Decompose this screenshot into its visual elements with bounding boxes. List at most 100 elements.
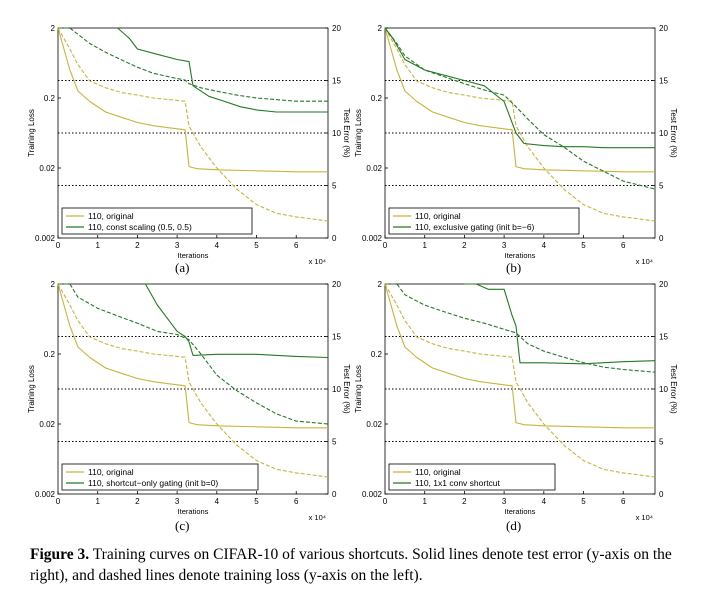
x-multiplier-label: x 10⁴ <box>309 257 326 266</box>
training-loss-line <box>57 27 329 222</box>
y-left-tick-label: 0.002 <box>362 234 383 243</box>
legend-label: 110, shortcut−only gating (init b=0) <box>88 478 218 488</box>
y-right-tick-label: 0 <box>332 490 337 499</box>
legend-label: 110, original <box>415 467 461 477</box>
y-left-tick-label: 0.02 <box>39 164 55 173</box>
test-error-line <box>464 283 656 365</box>
y-right-tick-label: 15 <box>332 333 341 342</box>
y-left-tick-label: 0.2 <box>371 94 383 103</box>
y-right-tick-label: 15 <box>332 77 341 86</box>
chart-b: 0 1 2 3 4 5 620.20.020.002 05101520Iterationsx … <box>354 24 678 266</box>
x-tick-label: 2 <box>135 497 140 506</box>
x-tick-label: 3 <box>502 241 507 250</box>
y-right-tick-label: 20 <box>659 24 668 33</box>
y-left-tick-label: 2 <box>51 24 56 33</box>
x-multiplier-label: x 10⁴ <box>636 513 653 522</box>
legend-label: 110, const scaling (0.5, 0.5) <box>88 222 192 232</box>
test-error-line <box>384 27 655 173</box>
y-left-tick-label: 0.2 <box>371 350 383 359</box>
y-right-tick-label: 5 <box>659 182 664 191</box>
x-tick-label: 2 <box>462 497 467 506</box>
test-error-line <box>144 283 329 359</box>
y-right-tick-label: 5 <box>332 182 337 191</box>
y-right-tick-label: 5 <box>659 438 664 447</box>
x-tick-label: 0 <box>56 241 61 250</box>
y-right-axis-label: Test Error (%) <box>669 364 678 414</box>
y-right-tick-label: 0 <box>659 490 664 499</box>
training-loss-line <box>384 27 656 222</box>
legend-label: 110, original <box>88 467 134 477</box>
y-left-axis-label: Training Loss <box>354 365 363 413</box>
y-right-tick-label: 5 <box>332 438 337 447</box>
y-left-axis-label: Training Loss <box>354 109 363 157</box>
panel-label: (c) <box>175 518 190 533</box>
legend-label: 110, original <box>88 211 134 221</box>
y-left-tick-label: 0.02 <box>366 164 382 173</box>
x-tick-label: 4 <box>542 497 547 506</box>
legend-label: 110, original <box>415 211 461 221</box>
y-right-tick-label: 0 <box>332 234 337 243</box>
x-tick-label: 0 <box>383 497 388 506</box>
x-tick-label: 1 <box>95 497 100 506</box>
legend-label: 110, 1x1 conv shortcut <box>415 478 501 488</box>
panel-label: (a) <box>175 260 190 275</box>
chart-panel-c: 0 1 2 3 4 5 6 2 0.2 0.02 0.002 0 5 10 15 20 Iterations x … <box>22 270 352 533</box>
training-loss-line <box>384 283 656 478</box>
y-left-tick-label: 2 <box>378 280 383 289</box>
x-tick-label: 3 <box>175 497 180 506</box>
x-tick-label: 5 <box>581 241 586 250</box>
test-error-line <box>384 27 655 149</box>
panel-label: (b) <box>506 260 522 275</box>
figure-caption: Figure 3. Training curves on CIFAR-10 of… <box>30 544 700 586</box>
x-tick-label: 5 <box>254 497 259 506</box>
y-left-tick-label: 0.02 <box>366 420 382 429</box>
x-tick-label: 4 <box>215 497 220 506</box>
y-left-tick-label: 0.002 <box>35 234 56 243</box>
x-tick-label: 5 <box>581 497 586 506</box>
x-tick-label: 4 <box>215 241 220 250</box>
test-error-line <box>57 283 328 429</box>
y-right-axis-label: Test Error (%) <box>342 364 351 414</box>
x-axis-label: Iterations <box>178 507 209 516</box>
chart-panel-d: 0 1 2 3 4 5 6 2 0.2 0.02 0.002 0 5 10 15 20 Iterations x … <box>349 270 679 533</box>
x-axis-label: Iterations <box>505 507 536 516</box>
caption-text: Training curves on CIFAR-10 of various s… <box>30 546 672 584</box>
x-tick-label: 0 <box>56 497 61 506</box>
chart-panel-b: 0 1 2 3 4 5 6 2 0.2 0.02 0.002 0 5 10 15 20 Iterations x … <box>349 14 679 276</box>
legend-label: 110, exclusive gating (init b=−6) <box>415 222 535 232</box>
x-axis-label: Iterations <box>178 251 209 260</box>
y-left-axis-label: Training Loss <box>27 109 36 157</box>
x-tick-label: 0 <box>383 241 388 250</box>
test-error-line <box>117 27 328 113</box>
x-tick-label: 6 <box>294 241 299 250</box>
y-left-tick-label: 0.002 <box>362 490 383 499</box>
training-loss-line <box>57 283 329 478</box>
y-left-tick-label: 0.002 <box>35 490 56 499</box>
x-multiplier-label: x 10⁴ <box>636 257 653 266</box>
test-error-line <box>57 27 328 173</box>
x-tick-label: 5 <box>254 241 259 250</box>
y-left-tick-label: 2 <box>378 24 383 33</box>
legend-box <box>61 207 253 235</box>
y-left-axis-label: Training Loss <box>27 365 36 413</box>
x-tick-label: 3 <box>175 241 180 250</box>
training-loss-line <box>385 283 656 373</box>
training-loss-line <box>384 27 656 190</box>
panel-label: (d) <box>506 518 522 533</box>
y-right-tick-label: 15 <box>659 77 668 86</box>
y-left-tick-label: 0.2 <box>44 350 56 359</box>
chart-d: 0 1 2 3 4 5 620.20.020.002 05101520Iterationsx … <box>354 280 678 522</box>
x-tick-label: 6 <box>621 241 626 250</box>
y-right-tick-label: 20 <box>659 280 668 289</box>
x-axis-label: Iterations <box>505 251 536 260</box>
legend-box <box>61 463 259 491</box>
training-loss-line <box>58 27 328 102</box>
y-right-tick-label: 10 <box>659 129 668 138</box>
y-left-tick-label: 0.02 <box>39 420 55 429</box>
y-right-tick-label: 10 <box>332 385 341 394</box>
y-right-tick-label: 10 <box>332 129 341 138</box>
legend-box <box>388 463 556 491</box>
x-tick-label: 4 <box>542 241 547 250</box>
y-right-axis-label: Test Error (%) <box>669 108 678 158</box>
y-right-tick-label: 0 <box>659 234 664 243</box>
